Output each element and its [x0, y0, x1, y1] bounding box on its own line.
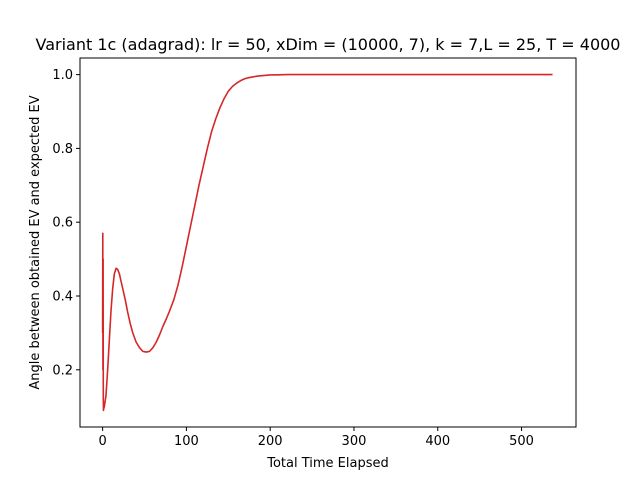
y-tick-label: 1.0 [52, 68, 73, 83]
chart-title: Variant 1c (adagrad): lr = 50, xDim = (1… [36, 35, 621, 54]
plot-area [101, 73, 553, 412]
x-tick-label: 0 [98, 434, 106, 449]
x-tick-label: 200 [258, 434, 283, 449]
y-tick-label: 0.4 [52, 290, 73, 305]
y-axis-label: Angle between obtained EV and expected E… [28, 95, 43, 389]
x-tick-label: 100 [174, 434, 199, 449]
x-axis-label: Total Time Elapsed [266, 456, 389, 471]
y-axis: 0.2 0.4 0.6 0.8 1.0 [52, 68, 80, 378]
y-tick-label: 0.2 [52, 363, 73, 378]
x-tick-label: 500 [509, 434, 534, 449]
y-tick-label: 0.6 [52, 216, 73, 231]
x-axis: 0 100 200 300 400 500 [98, 427, 534, 449]
y-tick-label: 0.8 [52, 142, 73, 157]
x-tick-label: 400 [425, 434, 450, 449]
axes-frame [79, 57, 577, 428]
series-line-0 [101, 73, 553, 412]
x-tick-label: 300 [342, 434, 367, 449]
